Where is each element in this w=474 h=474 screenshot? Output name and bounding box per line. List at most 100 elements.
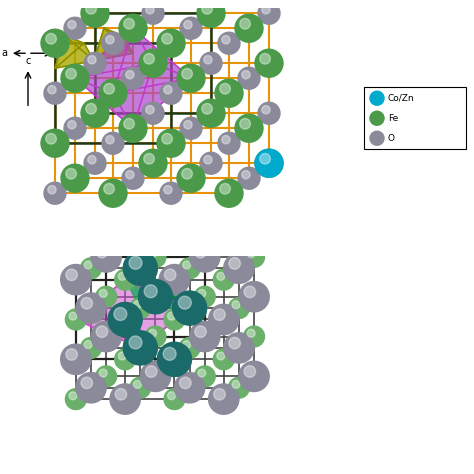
Circle shape (146, 6, 154, 14)
Circle shape (244, 286, 255, 298)
Circle shape (99, 179, 127, 207)
Circle shape (124, 18, 135, 29)
Circle shape (255, 149, 283, 177)
Circle shape (41, 129, 69, 157)
Polygon shape (75, 28, 133, 93)
Circle shape (202, 103, 212, 114)
Circle shape (195, 326, 206, 337)
Circle shape (123, 251, 157, 285)
Circle shape (102, 32, 124, 54)
Circle shape (200, 152, 222, 174)
Circle shape (129, 336, 142, 349)
Circle shape (229, 258, 240, 269)
Circle shape (130, 298, 151, 319)
Circle shape (106, 36, 114, 44)
Text: Co/Zn: Co/Zn (388, 94, 415, 103)
Circle shape (102, 132, 124, 154)
Circle shape (162, 34, 173, 44)
Circle shape (81, 337, 101, 358)
Circle shape (86, 3, 96, 14)
Circle shape (224, 253, 254, 283)
Circle shape (138, 280, 173, 314)
Circle shape (260, 154, 270, 164)
Circle shape (164, 269, 176, 281)
Polygon shape (113, 28, 191, 93)
Polygon shape (75, 63, 153, 128)
Circle shape (104, 83, 114, 94)
Circle shape (123, 331, 157, 365)
Text: b: b (57, 48, 63, 58)
Circle shape (66, 349, 77, 360)
Circle shape (213, 349, 234, 370)
Circle shape (235, 114, 263, 142)
Circle shape (140, 361, 171, 392)
Text: c: c (25, 56, 31, 66)
Polygon shape (65, 36, 94, 61)
Circle shape (129, 256, 142, 269)
Polygon shape (75, 28, 153, 78)
Circle shape (61, 264, 91, 295)
Circle shape (214, 309, 225, 320)
Polygon shape (133, 28, 191, 78)
Circle shape (160, 182, 182, 204)
Circle shape (167, 392, 175, 400)
Circle shape (115, 269, 136, 290)
Circle shape (68, 20, 76, 29)
Circle shape (159, 264, 190, 295)
Circle shape (144, 54, 155, 64)
Circle shape (148, 250, 156, 257)
Circle shape (96, 246, 108, 258)
Circle shape (167, 312, 175, 320)
Circle shape (44, 82, 66, 104)
Circle shape (119, 114, 147, 142)
Circle shape (244, 246, 264, 267)
Circle shape (204, 155, 212, 164)
Circle shape (370, 91, 384, 105)
Circle shape (240, 118, 250, 129)
Circle shape (115, 349, 136, 370)
Circle shape (81, 99, 109, 127)
Circle shape (218, 132, 240, 154)
Circle shape (61, 164, 89, 192)
Polygon shape (55, 36, 84, 68)
Circle shape (184, 120, 192, 129)
Circle shape (125, 253, 155, 283)
Circle shape (139, 49, 167, 77)
Circle shape (235, 14, 263, 42)
Circle shape (66, 68, 76, 79)
Circle shape (86, 103, 96, 114)
Circle shape (146, 106, 154, 114)
Circle shape (126, 171, 134, 179)
Polygon shape (55, 36, 94, 68)
Circle shape (157, 29, 185, 57)
Circle shape (238, 67, 260, 89)
Circle shape (48, 85, 56, 94)
FancyBboxPatch shape (364, 87, 466, 149)
Circle shape (182, 261, 191, 269)
Circle shape (96, 366, 117, 387)
Circle shape (260, 154, 270, 164)
Circle shape (209, 384, 239, 414)
Circle shape (244, 366, 255, 377)
Circle shape (182, 68, 192, 79)
Circle shape (146, 366, 157, 377)
Circle shape (164, 349, 176, 360)
Circle shape (200, 52, 222, 74)
Text: Fe: Fe (388, 114, 398, 123)
Circle shape (164, 389, 185, 410)
Circle shape (217, 273, 225, 280)
Circle shape (145, 326, 166, 347)
Circle shape (247, 250, 255, 257)
Circle shape (232, 301, 240, 309)
Circle shape (238, 167, 260, 189)
Polygon shape (125, 280, 190, 308)
Circle shape (197, 0, 225, 27)
Circle shape (258, 2, 280, 24)
Circle shape (61, 64, 89, 92)
Circle shape (148, 329, 156, 337)
Circle shape (240, 18, 250, 29)
Circle shape (145, 246, 166, 267)
Circle shape (124, 118, 135, 129)
Circle shape (164, 185, 172, 194)
Circle shape (122, 67, 144, 89)
